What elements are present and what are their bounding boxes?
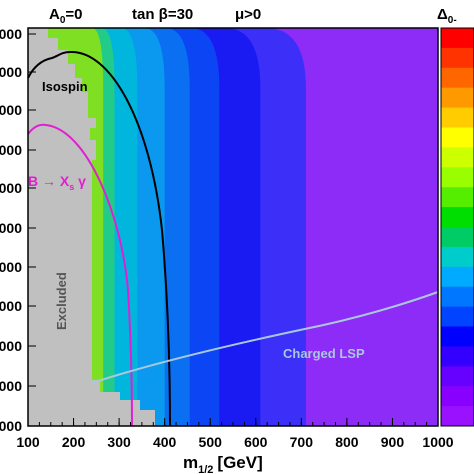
y-tick-label-4: 000 [0,180,22,196]
excluded-label: Excluded [54,272,69,330]
y-tick-label-0: 000 [0,26,22,42]
x-tick-label-6: 700 [290,434,314,450]
x-tick-label-5: 600 [244,434,268,450]
header-tanbeta: tan β=30 [132,6,193,23]
bsg-label: B → Xs γ [28,173,86,192]
colorbar-swatch-1 [441,47,474,69]
excluded-region [28,28,155,426]
y-tick-label-8: 000 [0,338,22,354]
y-tick-label-10: 000 [0,418,22,434]
colorbar-swatch-7 [441,167,474,188]
colorbar-swatch-3 [441,87,474,109]
colorbar-swatch-13 [441,286,474,308]
colorbar-swatch-2 [441,67,474,89]
colorbar [441,28,474,427]
colorbar-swatch-15 [441,326,474,347]
y-tick-label-3: 000 [0,142,22,158]
constraint-curves [27,50,439,427]
x-tick-label-9: 1000 [422,434,453,450]
isospin-curve [27,50,171,427]
header-mu: μ>0 [235,6,261,23]
colorbar-swatch-11 [441,246,474,268]
colorbar-swatch-10 [441,227,474,248]
x-tick-label-3: 400 [153,434,177,450]
colorbar-title: Δ0- [437,6,457,26]
colorbar-swatch-6 [441,147,474,168]
colorbar-swatch-19 [441,406,474,427]
colorbar-swatch-16 [441,346,474,367]
isospin-label: Isospin [42,79,88,94]
x-tick-label-1: 200 [62,434,86,450]
bsg-curve [27,123,133,427]
charged-lsp-label: Charged LSP [283,346,365,361]
y-tick-label-7: 000 [0,298,22,314]
y-axis: 000 000 000 000 000 000 000 000 000 000 000 [0,26,36,434]
x-tick-label-8: 900 [381,434,405,450]
y-tick-label-5: 000 [0,220,22,236]
x-tick-label-2: 300 [107,434,131,450]
colorbar-swatch-14 [441,306,474,327]
colorbar-swatch-0 [441,28,474,49]
colorbar-swatch-9 [441,207,474,228]
colorbar-swatch-17 [441,366,474,387]
x-tick-label-7: 800 [335,434,359,450]
colorbar-swatch-5 [441,127,474,148]
x-axis: 100 200 300 400 500 600 700 800 900 1000 [16,418,454,450]
y-tick-label-6: 000 [0,259,22,275]
excluded-area [28,28,155,426]
colorbar-frame [440,27,474,427]
y-tick-label-9: 000 [0,378,22,394]
colorbar-swatch-8 [441,187,474,208]
x-tick-label-4: 500 [199,434,223,450]
y-tick-label-1: 000 [0,64,22,80]
x-axis-title: m1/2 [GeV] [183,453,263,474]
x-tick-label-0: 100 [16,434,40,450]
colorbar-swatch-18 [441,386,474,407]
y-tick-label-2: 000 [0,102,22,118]
colorbar-swatch-4 [441,107,474,128]
colorbar-swatch-12 [441,266,474,288]
header-a0: A0=0 [49,6,83,26]
charged-lsp-curve [91,291,439,384]
